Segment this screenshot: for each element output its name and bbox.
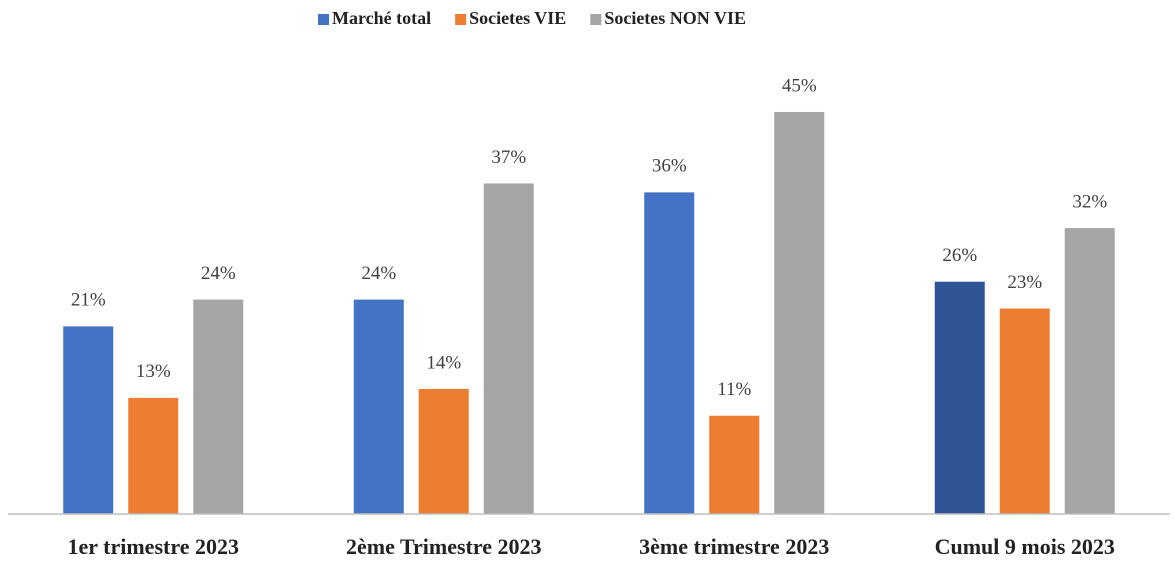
bar (193, 299, 244, 514)
bar (999, 308, 1050, 514)
bar (63, 326, 114, 514)
x-tick-label: Cumul 9 mois 2023 (935, 534, 1115, 559)
data-label: 11% (717, 379, 751, 400)
bar (644, 192, 695, 514)
bar (709, 415, 760, 514)
x-tick-label: 3ème trimestre 2023 (639, 534, 829, 559)
data-label: 23% (1007, 272, 1042, 293)
data-label: 24% (361, 263, 396, 284)
legend-label: Societes VIE (469, 8, 566, 28)
data-label: 32% (1072, 191, 1107, 212)
bar (418, 388, 469, 514)
bar (128, 397, 179, 514)
bar (483, 183, 534, 514)
data-label: 21% (71, 290, 106, 311)
data-label: 37% (491, 147, 526, 168)
bar (1064, 228, 1115, 514)
legend-label: Societes NON VIE (604, 8, 746, 28)
legend-label: Marché total (332, 8, 431, 28)
data-label: 36% (652, 156, 687, 177)
data-label: 24% (201, 263, 236, 284)
data-label: 45% (782, 75, 817, 96)
data-label: 26% (942, 245, 977, 266)
bar (934, 281, 985, 514)
legend-swatch (318, 14, 329, 25)
x-tick-label: 1er trimestre 2023 (68, 534, 239, 559)
legend-swatch (590, 14, 602, 25)
data-label: 14% (426, 352, 461, 373)
legend-swatch (455, 14, 467, 25)
bar (353, 299, 404, 514)
x-tick-label: 2ème Trimestre 2023 (346, 534, 542, 559)
bar (774, 111, 825, 514)
data-label: 13% (136, 361, 171, 382)
